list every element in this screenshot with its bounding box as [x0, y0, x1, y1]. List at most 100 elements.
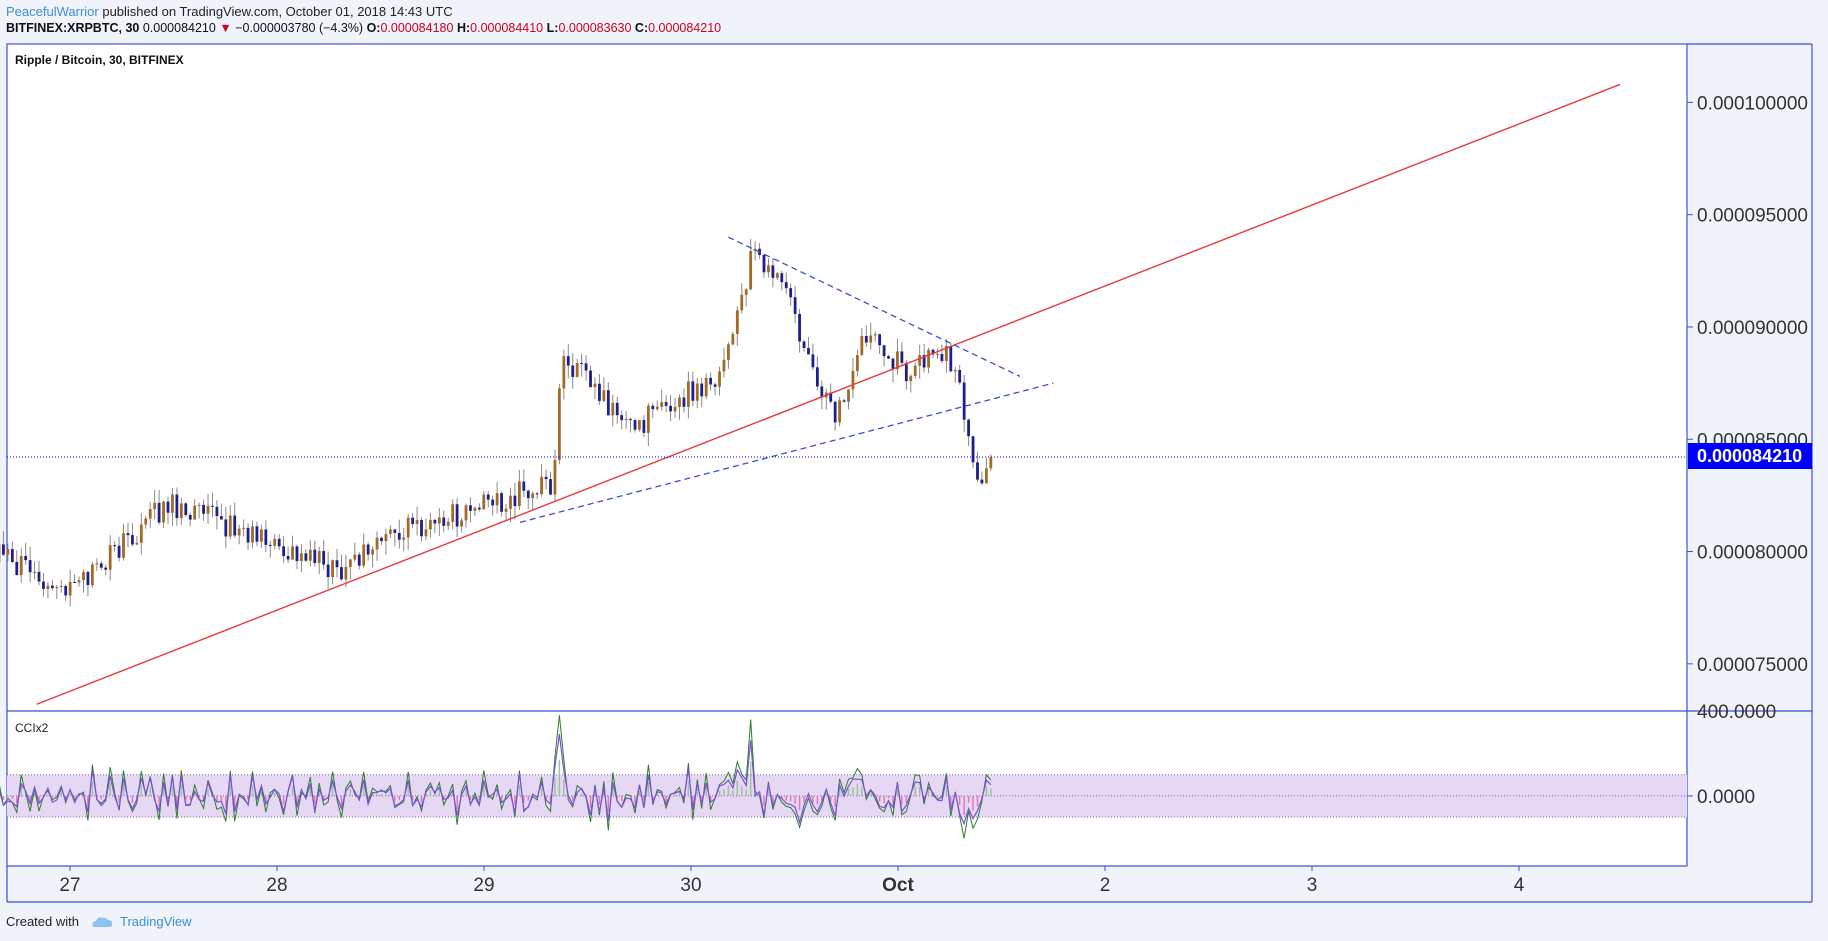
candle-body: [308, 549, 312, 561]
cci-axis[interactable]: 400.0000 0.0000: [1687, 702, 1776, 808]
candle: [882, 345, 886, 367]
candle: [522, 469, 526, 497]
candle: [864, 325, 868, 347]
high-label: H:: [456, 21, 471, 35]
candle: [215, 500, 219, 530]
candle-body: [357, 554, 361, 566]
cci-series: [0, 715, 992, 839]
chart-frame: [6, 43, 1688, 867]
candle: [958, 364, 962, 385]
candle: [99, 560, 103, 571]
candle-body: [949, 345, 953, 372]
candle-body: [59, 585, 63, 588]
candle-body: [460, 520, 463, 527]
candle: [73, 574, 76, 583]
candle: [838, 396, 842, 427]
candle: [638, 419, 641, 432]
candle: [380, 536, 383, 545]
candle: [949, 343, 953, 373]
candle: [371, 546, 374, 568]
candle-body: [202, 504, 205, 514]
time-tick-label: 27: [59, 875, 80, 896]
price-tag-label: 0.000084210: [1697, 446, 1802, 466]
candle: [388, 525, 392, 539]
candle: [589, 365, 592, 388]
candle: [767, 258, 770, 278]
candle: [188, 512, 192, 527]
candle-body: [188, 515, 192, 520]
triangle-upper-line[interactable]: [728, 236, 1021, 377]
candle-body: [976, 462, 979, 480]
candle-body: [446, 521, 450, 526]
candle-body: [179, 503, 183, 519]
red-trendline[interactable]: [36, 83, 1621, 705]
candle: [615, 396, 619, 424]
candle-body: [664, 402, 668, 406]
candle-body: [535, 493, 539, 495]
candle: [59, 580, 63, 593]
candles[interactable]: [0, 238, 993, 607]
candle-body: [913, 365, 917, 376]
candle-body: [522, 481, 526, 491]
candle: [55, 584, 59, 599]
candle: [260, 524, 263, 548]
ohlc-bar: BITFINEX:XRPBTC, 30 0.000084210 ▼ −0.000…: [6, 21, 721, 35]
candle-body: [807, 347, 810, 355]
candle: [575, 358, 579, 378]
candle: [157, 490, 161, 525]
candle-body: [104, 567, 108, 570]
candle: [437, 508, 441, 537]
candle-body: [749, 251, 753, 290]
candle: [704, 373, 708, 400]
candle-body: [95, 563, 99, 565]
candle-body: [322, 551, 326, 565]
candle: [771, 258, 775, 288]
candle: [126, 523, 130, 548]
candle-body: [575, 363, 579, 377]
candle-body: [802, 341, 806, 348]
candle: [962, 375, 966, 432]
candle-body: [260, 529, 263, 542]
candle-body: [980, 479, 984, 484]
cci-tick-label: 400.0000: [1697, 702, 1776, 723]
candle-body: [678, 397, 681, 407]
triangle-lower-line[interactable]: [519, 382, 1054, 523]
candle-body: [953, 369, 957, 372]
time-axis[interactable]: 27 28 29 30 Oct 2 3 4: [59, 866, 1525, 896]
candle: [909, 374, 913, 393]
candle-body: [589, 370, 592, 388]
candle-body: [362, 544, 366, 566]
tradingview-link[interactable]: TradingView: [120, 914, 192, 929]
candle: [584, 355, 588, 381]
candle: [10, 541, 14, 564]
candle-body: [540, 476, 544, 495]
drawings: [7, 83, 1687, 705]
candle-body: [713, 384, 717, 387]
candle: [335, 548, 339, 578]
candle-body: [166, 501, 170, 513]
candle: [504, 503, 508, 522]
candle: [606, 382, 610, 416]
candle: [224, 506, 228, 549]
candle: [344, 554, 348, 588]
close-label: C:: [634, 21, 649, 35]
candle: [228, 505, 232, 540]
candle: [429, 513, 432, 538]
candle: [219, 503, 223, 520]
candle: [624, 411, 628, 429]
candle-body: [108, 545, 112, 570]
candle: [500, 491, 503, 517]
candle-body: [406, 517, 410, 538]
created-with: Created with: [6, 914, 79, 929]
candle: [113, 541, 117, 552]
candle-body: [709, 377, 713, 385]
author-link[interactable]: PeacefulWarrior: [6, 4, 99, 19]
candle: [887, 354, 890, 360]
candle-body: [268, 544, 272, 546]
candle: [308, 540, 312, 567]
candle-body: [37, 571, 41, 582]
candle: [77, 576, 81, 587]
price-axis[interactable]: 0.0000750000.0000800000.0000850000.00009…: [1687, 93, 1808, 676]
candle-body: [144, 518, 148, 525]
